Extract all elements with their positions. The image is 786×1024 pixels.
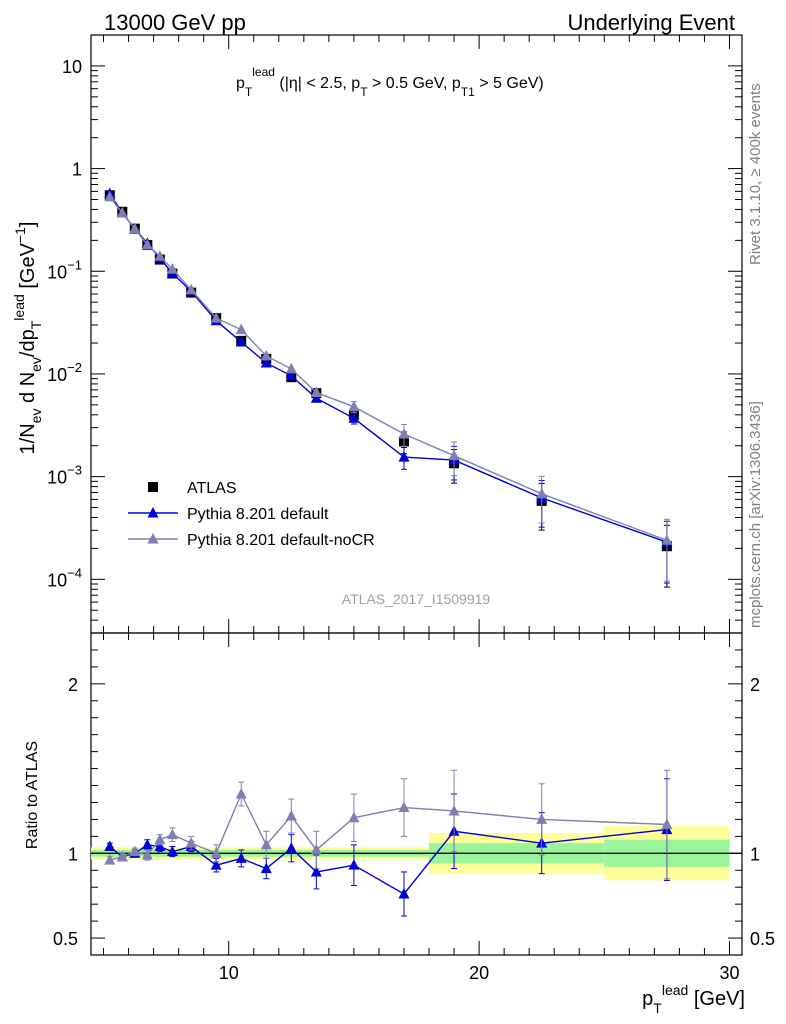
ratio-point [310, 843, 322, 855]
y-tick-label: 10−2 [47, 360, 82, 385]
mc-point [285, 369, 297, 381]
legend: ATLAS Pythia 8.201 default Pythia 8.201 de… [128, 480, 375, 549]
ratio-series [104, 769, 673, 917]
ratio-point [210, 859, 222, 870]
mc-point [536, 487, 548, 499]
ratio-point [141, 849, 153, 860]
ratio-y-tick-label-right: 2 [750, 675, 760, 695]
mc-point [285, 362, 297, 374]
ratio-point [235, 788, 247, 799]
mc-point [235, 323, 247, 335]
x-tick-label: 10 [219, 963, 239, 983]
y-tick-label: 10 [62, 57, 82, 77]
ratio-point [398, 887, 410, 899]
ratio-point [116, 850, 128, 862]
ratio-y-tick-label: 1 [68, 844, 78, 864]
mc-point [448, 449, 460, 461]
header-left: 13000 GeV pp [104, 10, 246, 35]
ratio-point [141, 838, 153, 850]
ratio-point [348, 859, 360, 870]
ratio-point [210, 847, 222, 858]
y-tick-label: 10−4 [47, 565, 82, 590]
ratio-point [260, 838, 272, 850]
y-tick-label: 10−3 [47, 463, 82, 488]
ratio-y-tick-label-right: 0.5 [750, 929, 775, 949]
mc-point [260, 356, 272, 368]
ratio-point [166, 845, 178, 857]
legend-marker [148, 482, 158, 492]
mc-point [398, 451, 410, 462]
ratio-axes: 0.5 0.5 1 1 2 2 10 20 30 [53, 633, 775, 983]
ratio-point [104, 840, 116, 852]
ratio-point [285, 810, 297, 821]
ratio-point [260, 862, 272, 874]
mc-point [398, 428, 410, 439]
y-tick-label: 10−1 [47, 257, 82, 282]
header-right: Underlying Event [567, 10, 735, 35]
legend-marker [147, 533, 159, 544]
main-axes: 10−4 10−3 10−2 10−1 1 10 [47, 34, 742, 634]
x-axis-label-text: pTlead [GeV] [642, 982, 745, 1016]
ratio-point [536, 813, 548, 824]
main-series [104, 187, 673, 588]
mc-point [310, 386, 322, 397]
mc-point [348, 400, 360, 412]
legend-label: ATLAS [187, 480, 237, 497]
mc-point [129, 222, 141, 234]
x-axis-label: pTlead [GeV] [642, 982, 745, 1016]
ratio-point [348, 811, 360, 823]
mc-point [260, 349, 272, 361]
analysis-id: ATLAS_2017_I1509919 [342, 591, 491, 607]
ratio-point [285, 842, 297, 853]
ratio-point [154, 840, 166, 852]
mc-point [141, 239, 153, 250]
mc-point [154, 250, 166, 261]
ratio-point [185, 837, 197, 848]
ratio-point [310, 865, 322, 877]
ratio-point [154, 833, 166, 845]
legend-marker [147, 507, 159, 518]
mc-point [235, 335, 247, 347]
ratio-point [661, 818, 673, 830]
mc-point [210, 312, 222, 323]
ratio-point [166, 828, 178, 840]
mc-point [166, 263, 178, 274]
ratio-point [398, 801, 410, 813]
mc-point [116, 206, 128, 218]
mc-point [661, 534, 673, 545]
legend-label: Pythia 8.201 default-noCR [187, 532, 375, 549]
y-axis-label-ratio: Ratio to ATLAS [24, 741, 41, 849]
x-tick-label: 30 [719, 963, 739, 983]
rivet-label: Rivet 3.1.10, ≥ 400k events [747, 83, 764, 265]
plot-title-text: pTlead (|η| < 2.5, pT > 0.5 GeV, pT1 > 5… [236, 65, 544, 99]
x-tick-label: 20 [469, 963, 489, 983]
mc-point [348, 412, 360, 423]
plot-title: pTlead (|η| < 2.5, pT > 0.5 GeV, pT1 > 5… [236, 65, 544, 99]
mc-point [310, 392, 322, 403]
ratio-point [104, 854, 116, 865]
y-axis-label-main-text: 1/Nev d Nev/dpTlead [GeV−1] [11, 222, 44, 455]
mc-point [185, 283, 197, 295]
ratio-panel-frame [90, 632, 743, 956]
y-axis-label-main: 1/Nev d Nev/dpTlead [GeV−1] [11, 222, 44, 455]
ratio-bands [91, 826, 742, 881]
ratio-y-tick-label-right: 1 [750, 844, 760, 864]
ratio-y-tick-label: 0.5 [53, 929, 78, 949]
ratio-point [448, 804, 460, 816]
mcplots-label: mcplots.cern.ch [arXiv:1306.3436] [747, 401, 764, 628]
ratio-point [235, 852, 247, 863]
mc-point [104, 190, 116, 202]
legend-label: Pythia 8.201 default [187, 506, 329, 523]
y-tick-label: 1 [72, 160, 82, 180]
ratio-point [129, 845, 141, 857]
ratio-y-tick-label: 2 [68, 675, 78, 695]
